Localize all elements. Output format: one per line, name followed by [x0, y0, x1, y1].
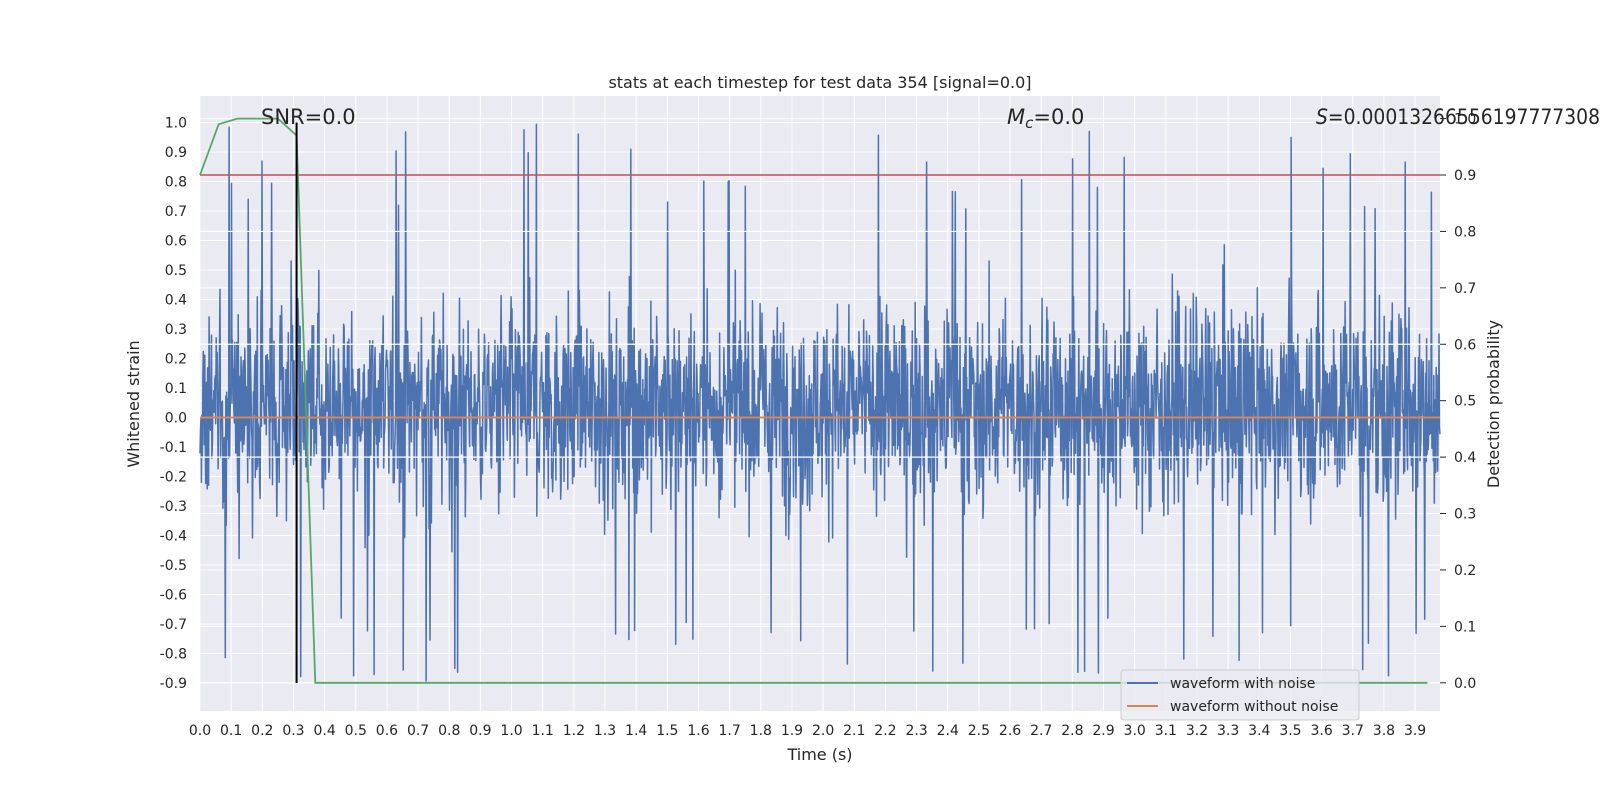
legend: waveform with noise waveform without noi…	[1120, 669, 1360, 721]
y-tick-label-left: -0.7	[160, 617, 187, 633]
x-tick-label: 3.3	[1217, 723, 1239, 739]
x-tick-label: 3.1	[1155, 723, 1177, 739]
y-tick-label-left: -0.5	[160, 558, 187, 574]
s-value: =0.00013266556197777308	[1328, 105, 1600, 129]
x-tick-label: 3.0	[1124, 723, 1146, 739]
y-tick-label-right: 1.0	[1454, 112, 1476, 128]
s-annotation: S=0.00013266556197777308	[1316, 105, 1600, 129]
y-tick-label-left: 0.3	[165, 322, 187, 338]
chirp-mass-value: =0.0	[1033, 105, 1084, 129]
y-tick-label-right: 0.2	[1454, 563, 1476, 579]
s-symbol: S	[1316, 105, 1328, 129]
x-tick-label: 1.1	[532, 723, 554, 739]
x-tick-label: 1.2	[563, 723, 585, 739]
x-tick-label: 1.7	[719, 723, 741, 739]
x-tick-label: 2.7	[1030, 723, 1052, 739]
y-tick-label-left: -0.6	[160, 587, 187, 603]
y-tick-label-left: 0.6	[165, 234, 187, 250]
x-tick-label: 0.0	[189, 723, 211, 739]
y-tick-label-right: 0.3	[1454, 507, 1476, 523]
x-tick-label: 2.5	[968, 723, 990, 739]
x-tick-label: 3.9	[1404, 723, 1426, 739]
y-tick-label-left: 0.4	[165, 293, 187, 309]
x-tick-label: 1.5	[656, 723, 678, 739]
x-tick-label: 1.3	[594, 723, 616, 739]
x-tick-label: 0.2	[251, 723, 273, 739]
x-axis-label: Time (s)	[786, 745, 852, 764]
x-tick-label: 0.3	[282, 723, 304, 739]
x-tick-label: 0.6	[376, 723, 398, 739]
x-tick-label: 2.3	[905, 723, 927, 739]
x-tick-label: 2.4	[937, 723, 959, 739]
y-tick-label-right: 0.6	[1454, 337, 1476, 353]
chart-title: stats at each timestep for test data 354…	[608, 73, 1031, 92]
y-tick-label-left: -0.1	[160, 440, 187, 456]
y-tick-label-right: 0.1	[1454, 619, 1476, 635]
y-tick-label-right: 0.0	[1454, 676, 1476, 692]
chirp-mass-subscript: c	[1025, 114, 1034, 132]
x-tick-label: 3.8	[1373, 723, 1395, 739]
x-tick-label: 3.2	[1186, 723, 1208, 739]
x-tick-label: 3.7	[1342, 723, 1364, 739]
x-tick-label: 2.8	[1061, 723, 1083, 739]
x-tick-label: 0.5	[345, 723, 367, 739]
y-tick-label-left: 0.8	[165, 175, 187, 191]
y-tick-label-right: 0.5	[1454, 394, 1476, 410]
x-tick-label: 2.9	[1092, 723, 1114, 739]
x-tick-label: 3.4	[1248, 723, 1270, 739]
x-tick-label: 0.4	[313, 723, 335, 739]
series-layer	[199, 117, 1440, 684]
y-tick-label-left: -0.9	[160, 676, 187, 692]
x-tick-label: 2.6	[999, 723, 1021, 739]
detection-probability-line	[199, 117, 1428, 684]
x-tick-label: 0.9	[469, 723, 491, 739]
y-tick-label-right: 0.9	[1454, 168, 1476, 184]
legend-label-with-noise: waveform with noise	[1170, 676, 1315, 692]
snr-annotation: SNR=0.0	[261, 105, 356, 129]
y-tick-label-left: 0.0	[165, 411, 187, 427]
y-tick-label-left: 0.9	[165, 145, 187, 161]
y-tick-label-left: 0.5	[165, 263, 187, 279]
y-tick-label-left: 0.7	[165, 204, 187, 220]
x-tick-label: 1.9	[781, 723, 803, 739]
y-tick-label-right: 0.8	[1454, 224, 1476, 240]
y-tick-label-right: 0.7	[1454, 281, 1476, 297]
y-axis-label-right: Detection probability	[1484, 320, 1503, 488]
x-tick-label: 1.4	[625, 723, 647, 739]
x-tick-label: 2.0	[812, 723, 834, 739]
y-tick-label-left: 0.1	[165, 381, 187, 397]
y-tick-label-left: -0.2	[160, 470, 187, 486]
x-tick-label: 1.6	[687, 723, 709, 739]
x-tick-label: 0.8	[438, 723, 460, 739]
y-tick-label-left: 0.2	[165, 352, 187, 368]
chirp-mass-annotation: Mc=0.0	[1007, 105, 1084, 132]
legend-label-without-noise: waveform without noise	[1170, 699, 1338, 715]
x-tick-label: 3.5	[1279, 723, 1301, 739]
y-tick-label-left: -0.8	[160, 646, 187, 662]
x-tick-label: 2.2	[874, 723, 896, 739]
x-tick-label: 3.6	[1310, 723, 1332, 739]
tick-labels: 0.0 0.1 0.2 0.3 0.4 0.5 0.6 0.7 0.8 0.9 1.0 1.1 1.2 1…	[160, 112, 1477, 739]
x-tick-label: 2.1	[843, 723, 865, 739]
legend-box	[1120, 669, 1360, 721]
y-axis-label-left: Whitened strain	[124, 340, 143, 467]
x-tick-label: 0.1	[220, 723, 242, 739]
y-tick-label-left: -0.3	[160, 499, 187, 515]
chirp-mass-symbol: M	[1007, 105, 1025, 129]
y-tick-label-left: 1.0	[165, 116, 187, 132]
y-tick-label-right: 0.4	[1454, 450, 1476, 466]
x-tick-label: 1.0	[500, 723, 522, 739]
waveform-with-noise-series	[199, 123, 1441, 682]
y-tick-label-left: -0.4	[160, 528, 187, 544]
x-tick-label: 1.8	[750, 723, 772, 739]
x-tick-label: 0.7	[407, 723, 429, 739]
waveform-with-noise-line	[199, 123, 1441, 682]
